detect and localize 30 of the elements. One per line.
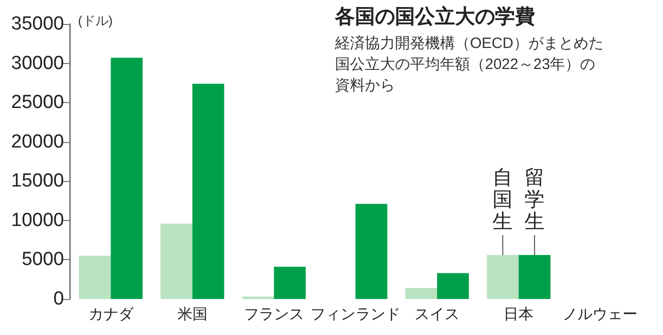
x-tick-label: ノルウェー bbox=[562, 306, 638, 323]
y-tick-label: 25000 bbox=[11, 92, 64, 114]
y-tick-label: 20000 bbox=[11, 131, 64, 152]
x-tick-label: カナダ bbox=[88, 306, 134, 323]
x-tick-label: スイス bbox=[414, 306, 460, 323]
x-tick-label: フィンランド bbox=[310, 306, 400, 323]
bar bbox=[78, 256, 111, 299]
bar bbox=[274, 266, 306, 299]
bar bbox=[192, 84, 224, 299]
y-tick-label: 30000 bbox=[11, 52, 64, 74]
y-tick-label: 0 bbox=[53, 288, 64, 310]
bar bbox=[518, 255, 550, 299]
y-tick-label: 15000 bbox=[11, 170, 64, 192]
bar bbox=[356, 204, 388, 299]
x-tick-label: フランス bbox=[244, 306, 304, 323]
bar bbox=[405, 288, 438, 299]
x-tick-label: 日本 bbox=[504, 306, 534, 323]
y-axis-title: (ドル) bbox=[78, 13, 113, 28]
chart-title: 各国の国公立大の学費 bbox=[334, 5, 535, 28]
bar bbox=[160, 224, 192, 299]
series-label: 留学生 bbox=[524, 167, 545, 233]
y-tick-label: 5000 bbox=[22, 249, 64, 270]
series-label: 自国生 bbox=[492, 167, 513, 233]
bar bbox=[110, 58, 143, 299]
text: 経済協力開発機構（OECD）がまとめた国公立大の平均年額（2022～23年）の資料から bbox=[334, 35, 604, 94]
y-tick-label: 10000 bbox=[11, 210, 64, 231]
bar bbox=[486, 255, 519, 299]
x-tick-label: 米国 bbox=[177, 306, 208, 323]
bar bbox=[437, 273, 469, 299]
y-tick-label: 35000 bbox=[11, 14, 64, 34]
